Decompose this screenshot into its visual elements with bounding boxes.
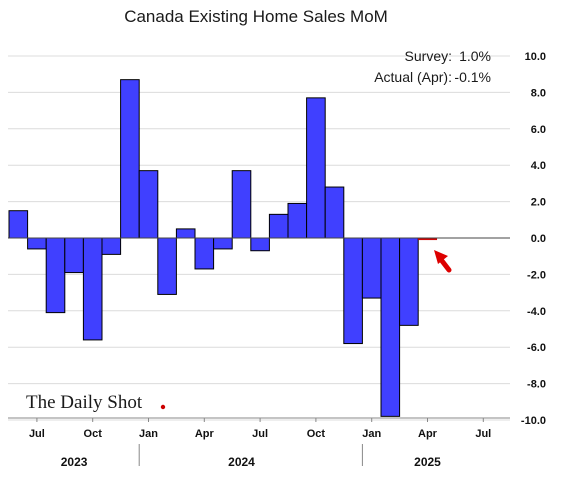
x-tick-label: Apr <box>195 428 215 440</box>
bar <box>64 237 84 274</box>
bar <box>120 79 140 239</box>
y-axis: 10.0 8.0 6.0 4.0 2.0 0.0 -2.0 -4.0 -6.0 -8.0 -10.0 <box>521 51 546 427</box>
bar <box>194 237 215 270</box>
year-axis: 2023 2024 2025 <box>61 444 441 469</box>
year-label: 2025 <box>414 455 441 469</box>
x-tick-label: Jul <box>29 428 45 440</box>
year-label: 2023 <box>61 455 88 469</box>
x-tick-label: Jul <box>475 428 491 440</box>
bars <box>8 79 438 417</box>
x-tick-label: Oct <box>84 428 103 440</box>
bar <box>250 237 270 252</box>
bar <box>82 237 103 341</box>
y-tick-label: 4.0 <box>531 160 546 172</box>
y-tick-label: -8.0 <box>527 379 546 391</box>
bar <box>27 237 47 250</box>
survey-label: Survey: <box>405 48 452 64</box>
bar <box>268 213 289 239</box>
bar <box>175 228 196 239</box>
year-label: 2024 <box>228 455 255 469</box>
y-tick-label: -10.0 <box>521 415 546 427</box>
watermark: The Daily Shot <box>26 392 166 413</box>
y-tick-label: 10.0 <box>525 51 546 63</box>
y-tick-label: 2.0 <box>531 197 546 209</box>
arrow-icon <box>434 250 452 273</box>
x-tick-label: Oct <box>307 428 326 440</box>
y-tick-label: 6.0 <box>531 124 546 136</box>
y-tick-label: -2.0 <box>527 269 546 281</box>
bar <box>213 237 233 250</box>
bar <box>8 210 29 239</box>
x-tick-label: Jan <box>362 428 381 440</box>
bar <box>45 237 66 314</box>
bar <box>361 237 382 299</box>
bar <box>380 237 401 417</box>
bar <box>101 237 122 255</box>
bar <box>306 97 326 239</box>
watermark-text: The Daily Shot <box>26 392 143 413</box>
actual-value: -0.1% <box>454 69 491 85</box>
x-axis: Jul Oct Jan Apr Jul Oct Jan Apr Jul <box>29 418 491 440</box>
actual-label: Actual (Apr): <box>374 69 452 85</box>
y-tick-label: 8.0 <box>531 87 546 99</box>
watermark-dot-icon <box>160 404 166 410</box>
y-tick-label: -6.0 <box>527 342 546 354</box>
x-tick-label: Jan <box>139 428 158 440</box>
bar <box>399 237 419 326</box>
chart-title: Canada Existing Home Sales MoM <box>124 7 388 26</box>
bar <box>343 237 363 345</box>
bar <box>231 170 252 239</box>
bar <box>138 170 159 239</box>
y-tick-label: 0.0 <box>531 233 546 245</box>
bar <box>324 186 345 239</box>
x-tick-label: Apr <box>418 428 438 440</box>
survey-value: 1.0% <box>459 48 491 64</box>
y-tick-label: -4.0 <box>527 306 546 318</box>
bar <box>157 237 177 295</box>
x-tick-label: Jul <box>252 428 268 440</box>
bar <box>287 202 308 239</box>
